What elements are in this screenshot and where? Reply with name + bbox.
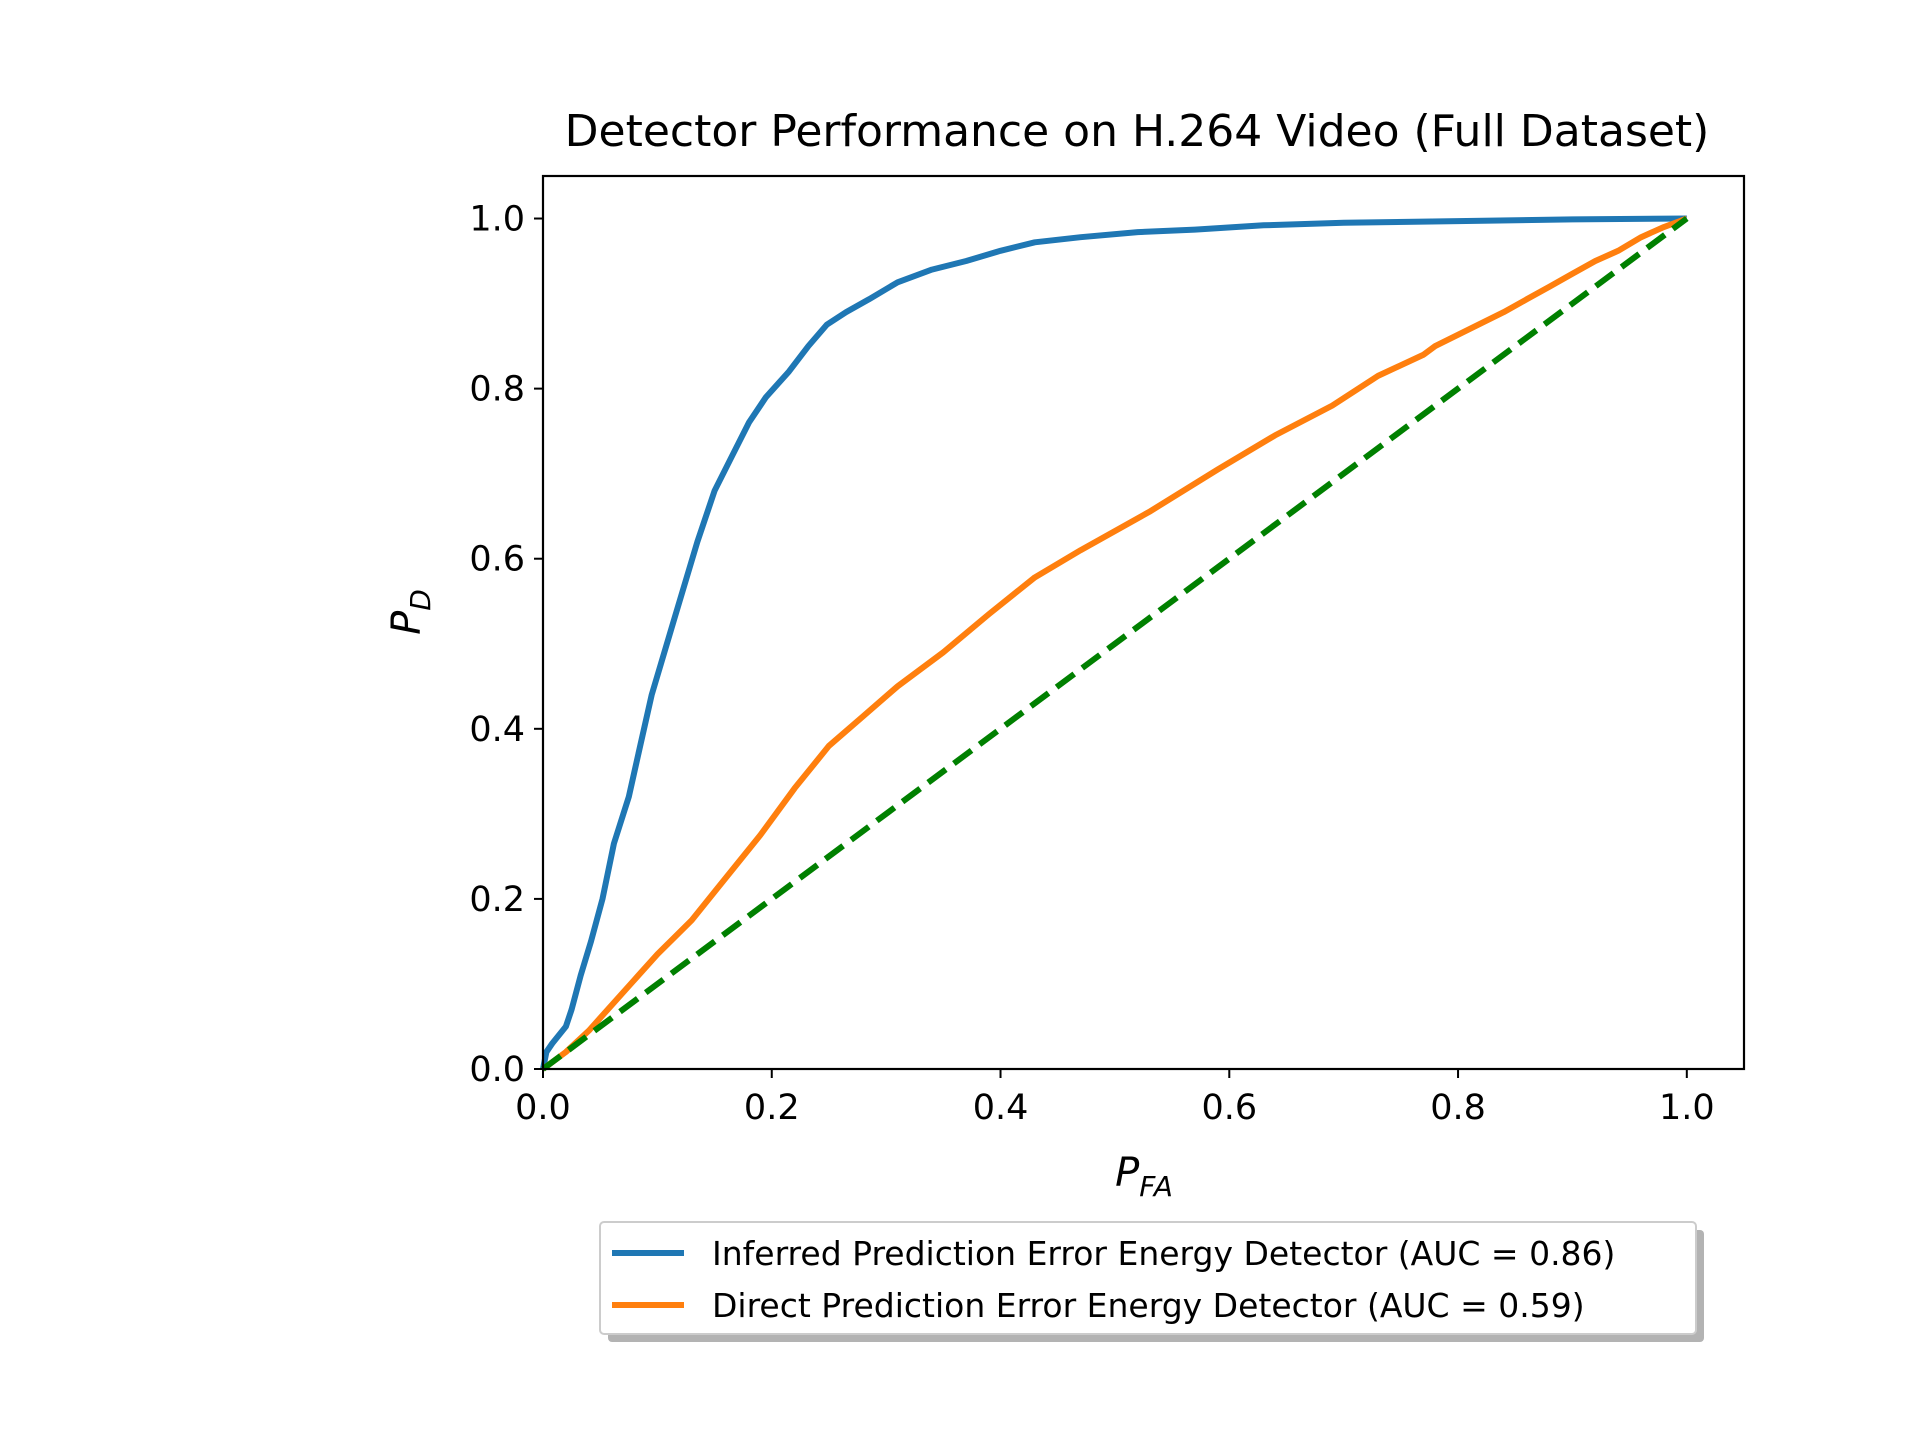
x-tick-label: 0.8 — [1430, 1088, 1486, 1128]
y-tick-label: 0.6 — [469, 540, 525, 580]
x-axis-label-main: P — [1115, 1150, 1140, 1196]
legend-label-inferred: Inferred Prediction Error Energy Detecto… — [712, 1234, 1615, 1273]
legend: Inferred Prediction Error Energy Detecto… — [599, 1221, 1704, 1342]
y-tick-label: 0.4 — [469, 710, 525, 750]
legend-box — [599, 1221, 1697, 1335]
series-line-direct — [541, 215, 1688, 1072]
y-tick-label: 0.8 — [469, 370, 525, 410]
series-line-diagonal — [541, 216, 1689, 1072]
y-axis-label-main: P — [384, 610, 430, 635]
axes-frame — [541, 174, 1746, 1071]
y-tick-label: 1.0 — [469, 200, 525, 240]
series-line-inferred — [540, 215, 1687, 1070]
x-tick-label: 0.4 — [973, 1088, 1029, 1128]
x-axis-label: PFA — [1115, 1150, 1173, 1203]
ticks-group: 0.0 0.2 0.4 0.6 0.8 1.0 0.0 0.2 0.4 0.6 0.8 1.0 — [469, 200, 1714, 1128]
y-tick-label: 0.0 — [469, 1050, 525, 1090]
series-group — [540, 215, 1689, 1072]
x-tick-label: 0.6 — [1201, 1088, 1257, 1128]
y-axis-label-sub: D — [404, 589, 437, 611]
x-tick-label: 1.0 — [1659, 1088, 1715, 1128]
legend-label-direct: Direct Prediction Error Energy Detector … — [712, 1286, 1585, 1325]
x-tick-label: 0.0 — [515, 1088, 571, 1128]
x-tick-label: 0.2 — [744, 1088, 800, 1128]
x-axis-label-sub: FA — [1139, 1170, 1173, 1203]
chart-title: Detector Performance on H.264 Video (Ful… — [565, 106, 1710, 157]
y-tick-label: 0.2 — [469, 880, 525, 920]
y-axis-label: PD — [384, 589, 437, 635]
